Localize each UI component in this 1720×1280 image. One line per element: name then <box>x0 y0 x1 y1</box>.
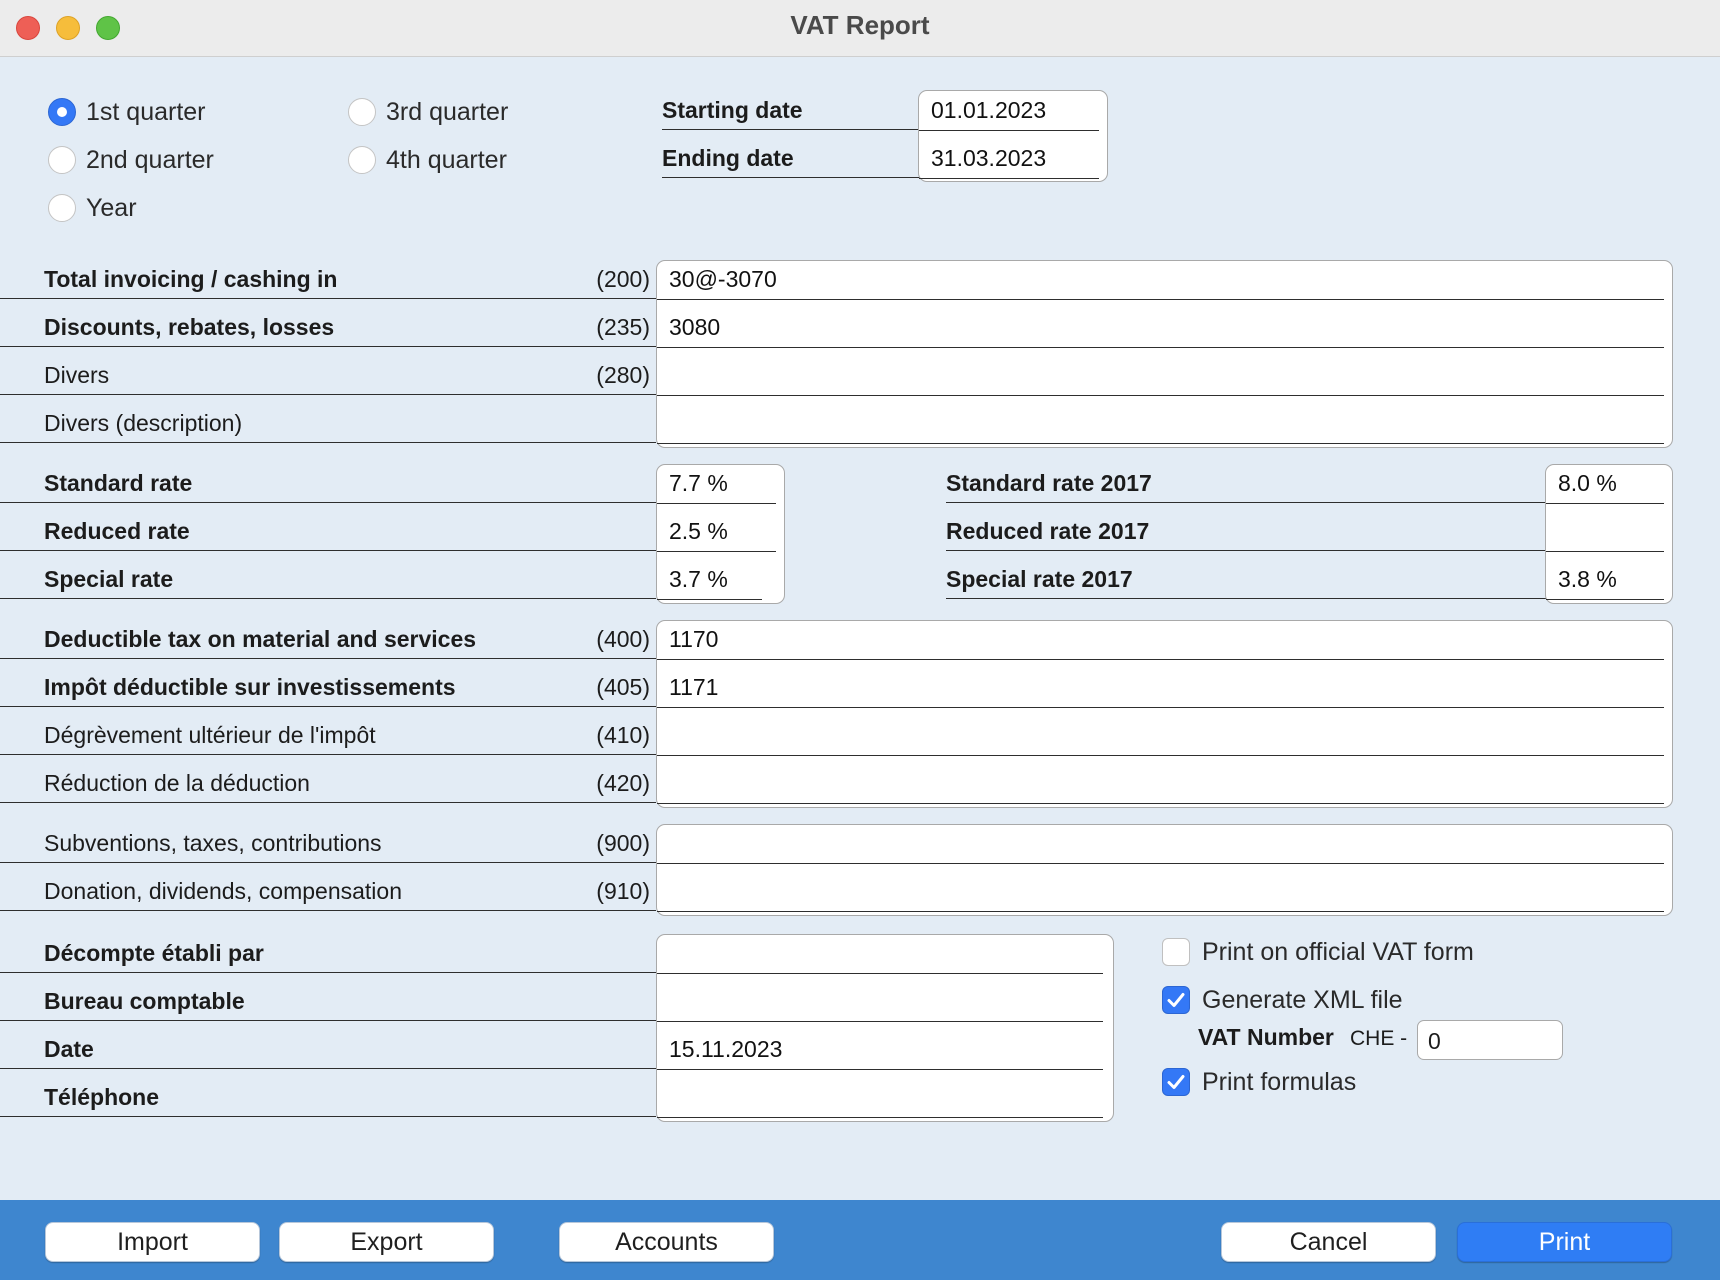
rate-2017-field[interactable] <box>1546 504 1664 552</box>
print-formulas-checkbox[interactable]: Print formulas <box>1162 1064 1356 1100</box>
other-row: Donation, dividends, compensation (910) <box>0 863 656 911</box>
radio-2nd-quarter[interactable]: 2nd quarter <box>48 140 214 180</box>
close-window-button[interactable] <box>16 16 40 40</box>
print-official-form-checkbox[interactable]: Print on official VAT form <box>1162 934 1474 970</box>
other-row: Subventions, taxes, contributions (900) <box>0 815 656 863</box>
footer-row: Décompte établi par <box>0 925 656 973</box>
radio-year[interactable]: Year <box>48 188 137 228</box>
rates-2017-box: 8.0 % 3.8 % <box>1545 464 1673 604</box>
ending-date-row: Ending date <box>662 130 920 178</box>
turnover-row: Divers (280) <box>0 347 656 395</box>
other-field[interactable] <box>657 816 1664 864</box>
rate-row: Standard rate <box>0 455 656 503</box>
radio-selected-icon <box>48 98 76 126</box>
deduction-field[interactable] <box>657 708 1664 756</box>
vat-number-label: VAT Number <box>1198 1024 1334 1050</box>
starting-date-row: Starting date <box>662 82 920 130</box>
radio-unselected-icon <box>48 146 76 174</box>
rate-2017-row: Standard rate 2017 <box>946 455 1546 503</box>
rate-row: Special rate <box>0 551 656 599</box>
footer-row: Bureau comptable <box>0 973 656 1021</box>
other-box <box>656 824 1673 916</box>
deductions-box: 1170 1171 <box>656 620 1673 808</box>
deduction-field[interactable]: 1171 <box>657 660 1664 708</box>
turnover-field[interactable]: 3080 <box>657 300 1664 348</box>
rates-box: 7.7 % 2.5 % 3.7 % <box>656 464 785 604</box>
rate-2017-row: Special rate 2017 <box>946 551 1546 599</box>
deduction-row: Réduction de la déduction (420) <box>0 755 656 803</box>
vat-prefix-label: CHE - <box>1350 1027 1408 1050</box>
footer-row: Date <box>0 1021 656 1069</box>
checkmark-icon <box>1162 986 1190 1014</box>
import-button[interactable]: Import <box>45 1222 260 1262</box>
cancel-button[interactable]: Cancel <box>1221 1222 1436 1262</box>
radio-3rd-quarter[interactable]: 3rd quarter <box>348 92 508 132</box>
dates-box: 01.01.2023 31.03.2023 <box>918 90 1108 182</box>
ending-date-field[interactable]: 31.03.2023 <box>919 131 1099 179</box>
deduction-field[interactable]: 1170 <box>657 612 1664 660</box>
turnover-row: Total invoicing / cashing in (200) <box>0 251 656 299</box>
telephone-field[interactable] <box>657 1070 1103 1118</box>
turnover-box: 30@-3070 3080 <box>656 260 1673 448</box>
rate-row: Reduced rate <box>0 503 656 551</box>
accounts-button[interactable]: Accounts <box>559 1222 774 1262</box>
rate-2017-field[interactable]: 8.0 % <box>1546 456 1664 504</box>
radio-1st-quarter[interactable]: 1st quarter <box>48 92 206 132</box>
deduction-row: Deductible tax on material and services … <box>0 611 656 659</box>
other-field[interactable] <box>657 864 1664 912</box>
window-title: VAT Report <box>790 10 930 40</box>
deduction-row: Impôt déductible sur investissements (40… <box>0 659 656 707</box>
radio-unselected-icon <box>348 98 376 126</box>
rate-field[interactable]: 2.5 % <box>657 504 776 552</box>
prepared-by-field[interactable] <box>657 926 1103 974</box>
turnover-row: Discounts, rebates, losses (235) <box>0 299 656 347</box>
checkbox-unchecked-icon <box>1162 938 1190 966</box>
checkmark-icon <box>1162 1068 1190 1096</box>
vat-number-field[interactable]: 0 <box>1417 1020 1563 1060</box>
radio-unselected-icon <box>48 194 76 222</box>
footer-row: Téléphone <box>0 1069 656 1117</box>
title-bar: VAT Report <box>0 0 1720 57</box>
turnover-field[interactable]: 30@-3070 <box>657 252 1664 300</box>
accounting-office-field[interactable] <box>657 974 1103 1022</box>
footer-box: 15.11.2023 <box>656 934 1114 1122</box>
print-button[interactable]: Print <box>1457 1222 1672 1262</box>
turnover-row: Divers (description) <box>0 395 656 443</box>
deduction-row: Dégrèvement ultérieur de l'impôt (410) <box>0 707 656 755</box>
rate-field[interactable]: 7.7 % <box>657 456 776 504</box>
deduction-field[interactable] <box>657 756 1664 804</box>
minimize-window-button[interactable] <box>56 16 80 40</box>
date-field[interactable]: 15.11.2023 <box>657 1022 1103 1070</box>
radio-unselected-icon <box>348 146 376 174</box>
zoom-window-button[interactable] <box>96 16 120 40</box>
starting-date-field[interactable]: 01.01.2023 <box>919 83 1099 131</box>
rate-2017-field[interactable]: 3.8 % <box>1546 552 1664 600</box>
turnover-field[interactable] <box>657 396 1664 444</box>
generate-xml-checkbox[interactable]: Generate XML file <box>1162 982 1403 1018</box>
rate-field[interactable]: 3.7 % <box>657 552 762 600</box>
radio-4th-quarter[interactable]: 4th quarter <box>348 140 507 180</box>
turnover-field[interactable] <box>657 348 1664 396</box>
rate-2017-row: Reduced rate 2017 <box>946 503 1546 551</box>
export-button[interactable]: Export <box>279 1222 494 1262</box>
